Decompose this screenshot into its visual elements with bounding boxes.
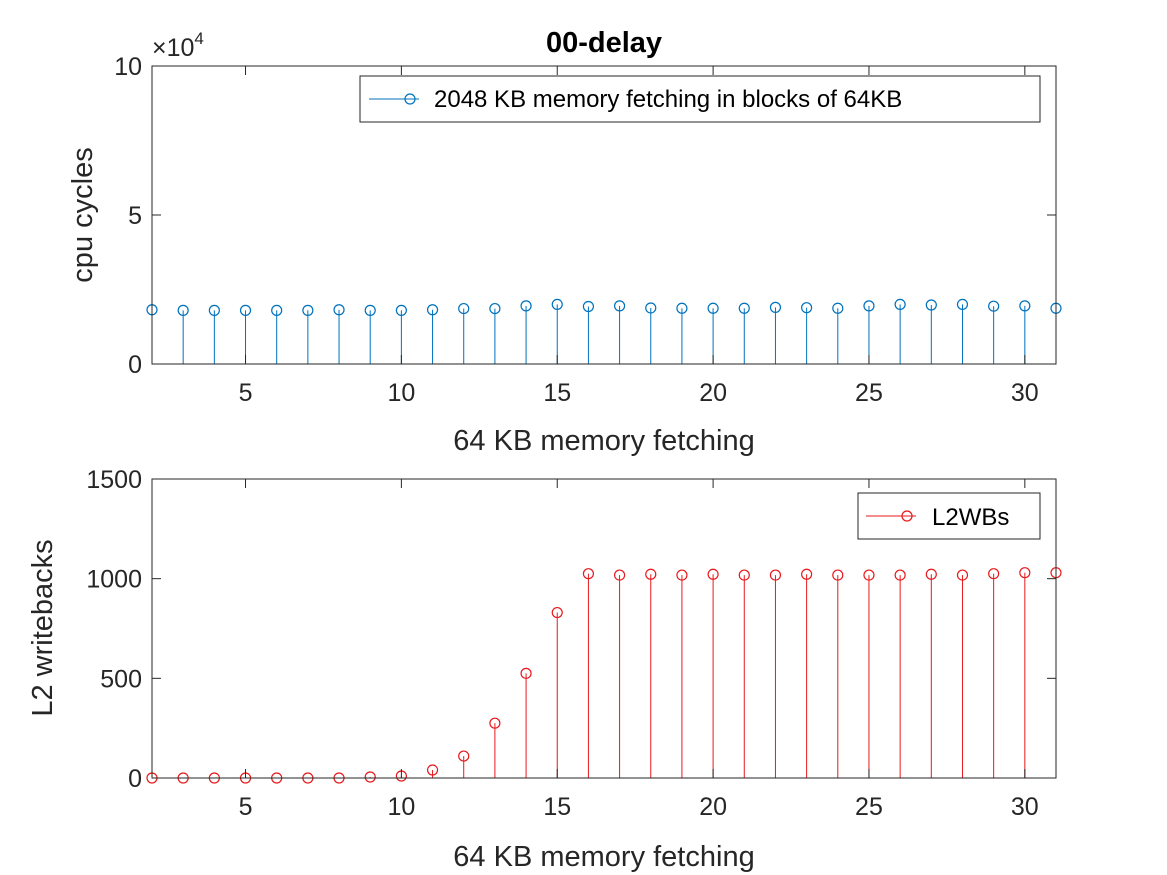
bottom-data-point: [582, 568, 595, 580]
bottom-data-point: [956, 569, 969, 581]
bottom-x-tick-label: 5: [239, 793, 253, 821]
top-x-tick-label: 30: [1011, 379, 1039, 407]
top-x-tick-label: 15: [543, 379, 571, 407]
bottom-data-point: [551, 606, 563, 619]
cpu-cycles-subplot: 00-delay ×104 5 10 15 20 25 30 0 5 10 64 KB mem…: [67, 27, 1062, 457]
y-exponent-label: ×104: [152, 29, 204, 62]
top-data-point: [489, 302, 501, 315]
bottom-legend: L2WBs: [857, 492, 1041, 540]
bottom-data-point: [489, 717, 501, 729]
top-data-point: [613, 300, 626, 312]
top-data-point: [333, 304, 345, 316]
top-data-point: [395, 304, 407, 316]
top-legend-marker: [404, 93, 416, 105]
bottom-y-ticks: 0 500 1000 1500: [86, 466, 1056, 793]
top-x-tick-label: 25: [855, 379, 883, 407]
top-x-axis-label: 64 KB memory fetching: [453, 425, 754, 457]
bottom-data-point: [801, 568, 813, 580]
top-data-point: [707, 302, 719, 314]
top-x-ticks: 5 10 15 20 25 30: [239, 66, 1039, 407]
top-x-tick-label: 20: [699, 379, 727, 407]
bottom-legend-marker: [901, 510, 913, 522]
top-data-point: [582, 300, 595, 313]
bottom-data-point: [458, 750, 470, 762]
top-data-point: [738, 302, 750, 314]
bottom-data-point: [894, 569, 906, 581]
top-x-tick-label: 5: [239, 379, 253, 407]
top-legend-box: [359, 75, 1041, 123]
bottom-x-tick-label: 20: [699, 793, 727, 821]
top-data-point: [925, 299, 937, 311]
bottom-data-point: [645, 568, 657, 580]
bottom-x-ticks: 5 10 15 20 25 30: [239, 479, 1039, 821]
bottom-y-axis-label: L2 writebacks: [27, 539, 59, 716]
bottom-data-point: [426, 764, 439, 776]
top-data-point: [676, 302, 688, 314]
bottom-data-point: [707, 568, 719, 580]
top-legend-label: 2048 KB memory fetching in blocks of 64K…: [434, 86, 902, 113]
bottom-data-point: [925, 568, 937, 580]
bottom-x-tick-label: 10: [387, 793, 415, 821]
top-data-point: [551, 298, 563, 310]
top-data-point: [208, 304, 220, 316]
bottom-y-tick-label: 0: [128, 765, 142, 793]
bottom-y-tick-label: 1000: [86, 566, 142, 594]
l2-writebacks-subplot: 5 10 15 20 25 30 0 500 1000 1500 64 KB memory fe…: [27, 466, 1062, 873]
top-legend: 2048 KB memory fetching in blocks of 64K…: [359, 75, 1041, 123]
bottom-data-point: [676, 569, 688, 581]
top-y-ticks: 0 5 10: [114, 53, 1056, 379]
bottom-data-point: [520, 667, 532, 679]
top-data-point: [801, 302, 813, 314]
top-data-point: [769, 301, 782, 313]
bottom-data-point: [1019, 567, 1031, 579]
bottom-axes-box: [151, 478, 1057, 779]
top-data-point: [364, 304, 376, 316]
l2-writebacks-stems: [146, 567, 1062, 784]
top-data-point: [956, 298, 969, 310]
bottom-y-tick-label: 500: [100, 665, 142, 693]
top-data-point: [988, 300, 1000, 312]
top-data-point: [302, 304, 314, 316]
bottom-x-tick-label: 15: [543, 793, 571, 821]
top-data-point: [894, 298, 906, 310]
top-data-point: [832, 302, 844, 314]
top-x-tick-label: 10: [387, 379, 415, 407]
top-data-point: [271, 304, 283, 316]
bottom-legend-label: L2WBs: [932, 504, 1009, 531]
cpu-cycles-stems: [146, 298, 1062, 364]
chart-title: 00-delay: [546, 27, 662, 59]
bottom-data-point: [738, 569, 750, 581]
top-data-point: [426, 304, 439, 316]
bottom-data-point: [988, 568, 1000, 580]
top-y-axis-label: cpu cycles: [67, 147, 99, 282]
bottom-x-tick-label: 30: [1011, 793, 1039, 821]
top-y-tick-label: 5: [128, 202, 142, 230]
bottom-data-point: [364, 771, 376, 783]
top-y-tick-label: 10: [114, 53, 142, 81]
bottom-data-point: [769, 569, 782, 581]
top-data-point: [863, 300, 875, 312]
bottom-data-point: [863, 569, 875, 581]
top-data-point: [520, 300, 532, 312]
bottom-x-tick-label: 25: [855, 793, 883, 821]
top-data-point: [239, 304, 252, 316]
top-data-point: [645, 302, 657, 314]
top-data-point: [458, 302, 470, 315]
bottom-y-tick-label: 1500: [86, 466, 142, 494]
bottom-data-point: [613, 569, 626, 581]
top-data-point: [1019, 300, 1031, 312]
top-data-point: [177, 304, 189, 316]
bottom-data-point: [832, 569, 844, 581]
bottom-x-axis-label: 64 KB memory fetching: [453, 841, 754, 873]
top-y-tick-label: 0: [128, 351, 142, 379]
